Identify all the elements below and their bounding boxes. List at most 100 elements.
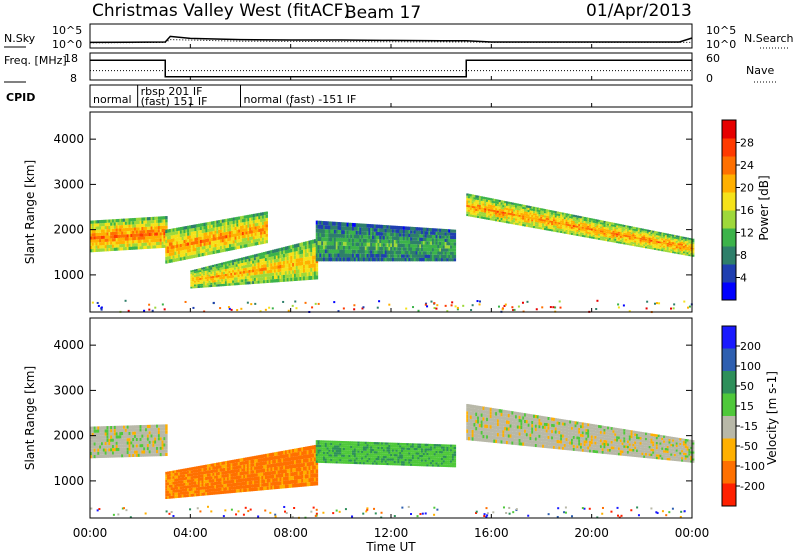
data-cell bbox=[382, 232, 386, 236]
data-cell bbox=[226, 266, 230, 269]
data-cell bbox=[266, 254, 270, 258]
data-cell bbox=[654, 246, 657, 249]
data-cell bbox=[431, 234, 435, 239]
data-cell bbox=[218, 226, 221, 230]
data-cell bbox=[388, 232, 391, 237]
data-cell bbox=[391, 254, 395, 258]
data-cell bbox=[157, 219, 161, 223]
data-cell bbox=[176, 257, 179, 262]
data-cell bbox=[381, 232, 384, 236]
data-cell bbox=[426, 237, 429, 242]
data-cell bbox=[279, 254, 282, 259]
data-cell bbox=[583, 231, 587, 234]
data-cell bbox=[556, 226, 559, 229]
data-cell bbox=[270, 452, 273, 457]
data-cell bbox=[332, 221, 335, 226]
data-cell bbox=[431, 238, 435, 242]
data-cell bbox=[233, 274, 237, 278]
data-cell bbox=[258, 238, 261, 242]
data-cell bbox=[284, 476, 288, 481]
data-cell bbox=[256, 235, 259, 239]
data-cell bbox=[225, 464, 228, 468]
data-cell bbox=[516, 223, 520, 226]
data-cell bbox=[110, 435, 113, 439]
data-cell bbox=[518, 203, 522, 207]
data-cell bbox=[235, 479, 239, 483]
data-cell bbox=[156, 241, 159, 246]
data-cell bbox=[212, 240, 216, 245]
data-cell bbox=[496, 210, 500, 213]
data-cell bbox=[570, 230, 574, 233]
data-cell bbox=[223, 474, 226, 478]
data-cell bbox=[172, 241, 175, 246]
data-cell bbox=[628, 243, 632, 246]
data-cell bbox=[104, 441, 108, 446]
data-cell bbox=[540, 223, 543, 226]
data-cell bbox=[319, 249, 322, 254]
data-cell bbox=[610, 228, 614, 231]
data-cell bbox=[310, 259, 313, 264]
data-cell bbox=[254, 216, 258, 220]
data-cell bbox=[288, 259, 291, 264]
data-cell bbox=[487, 204, 491, 207]
data-cell bbox=[469, 214, 473, 217]
data-cell bbox=[404, 229, 408, 234]
data-cell bbox=[108, 429, 111, 433]
data-cell bbox=[224, 264, 228, 267]
data-cell bbox=[295, 277, 299, 281]
data-cell bbox=[226, 480, 230, 484]
data-cell bbox=[225, 238, 228, 242]
data-cell bbox=[252, 223, 256, 227]
data-cell bbox=[117, 441, 120, 445]
data-cell bbox=[237, 266, 240, 270]
data-cell bbox=[619, 224, 623, 227]
data-cell bbox=[210, 473, 213, 477]
data-cell bbox=[178, 240, 181, 245]
data-cell bbox=[263, 461, 266, 465]
data-cell bbox=[91, 451, 95, 456]
data-cell bbox=[161, 433, 164, 438]
data-cell bbox=[130, 243, 133, 247]
data-cell bbox=[250, 223, 254, 227]
data-cell bbox=[148, 431, 152, 435]
data-cell bbox=[574, 217, 578, 220]
data-cell bbox=[245, 484, 248, 489]
data-cell bbox=[589, 222, 592, 225]
data-cell bbox=[487, 197, 491, 201]
data-cell bbox=[589, 218, 592, 221]
data-cell bbox=[205, 480, 208, 484]
data-cell bbox=[435, 228, 438, 232]
data-cell bbox=[430, 234, 433, 239]
data-cell bbox=[223, 232, 227, 236]
data-cell bbox=[188, 252, 192, 256]
data-cell bbox=[112, 435, 115, 439]
data-cell bbox=[167, 242, 170, 247]
data-cell bbox=[486, 215, 489, 218]
data-cell bbox=[589, 228, 592, 231]
data-cell bbox=[284, 264, 288, 268]
data-cell bbox=[221, 264, 224, 268]
data-cell bbox=[174, 486, 177, 490]
y-tick-label: 2000 bbox=[53, 223, 84, 237]
data-cell bbox=[328, 229, 331, 234]
data-cell bbox=[397, 247, 400, 251]
data-cell bbox=[368, 253, 371, 258]
data-cell bbox=[255, 476, 259, 481]
data-cell bbox=[469, 198, 473, 201]
data-cell bbox=[128, 221, 131, 225]
data-cell bbox=[552, 219, 556, 222]
scatter-cell bbox=[454, 305, 457, 308]
data-cell bbox=[201, 486, 204, 490]
data-cell bbox=[161, 440, 164, 444]
data-cell bbox=[154, 450, 157, 454]
data-cell bbox=[243, 215, 247, 219]
data-cell bbox=[245, 237, 248, 241]
data-cell bbox=[301, 249, 304, 254]
data-cell bbox=[540, 220, 543, 224]
data-cell bbox=[587, 229, 590, 232]
data-cell bbox=[148, 239, 152, 243]
data-cell bbox=[174, 258, 177, 262]
data-cell bbox=[466, 204, 469, 208]
data-cell bbox=[156, 216, 159, 220]
data-cell bbox=[210, 278, 213, 281]
